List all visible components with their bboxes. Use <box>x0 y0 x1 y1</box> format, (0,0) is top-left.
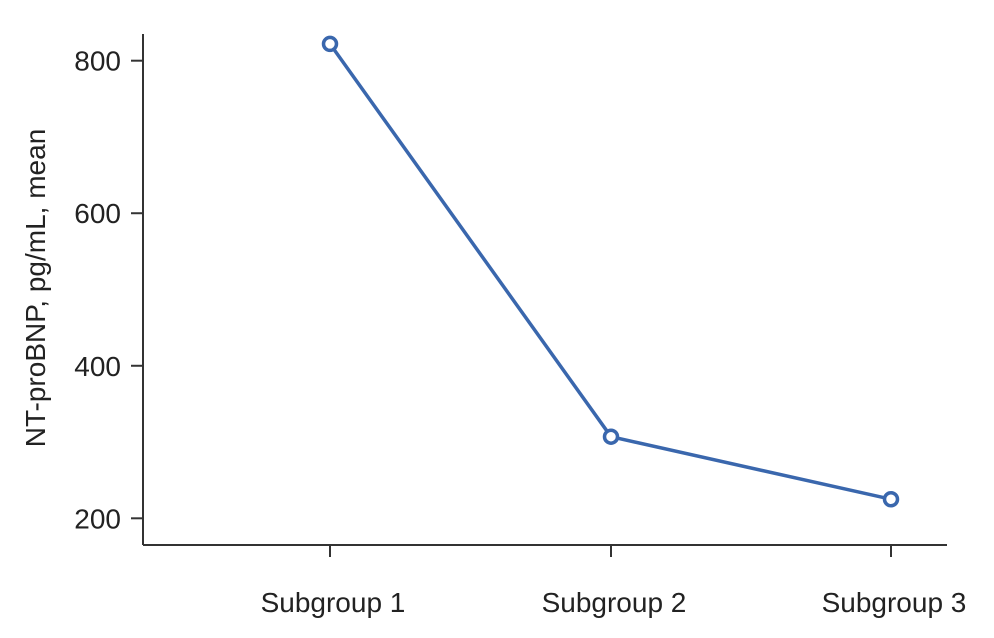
y-tick-label: 600 <box>74 198 121 229</box>
y-axis-title: NT-proBNP, pg/mL, mean <box>20 129 51 448</box>
y-tick-label: 400 <box>74 351 121 382</box>
x-ticks: Subgroup 1 Subgroup 2 Subgroup 3 <box>261 545 967 618</box>
y-tick-label: 800 <box>74 46 121 77</box>
x-tick-label: Subgroup 3 <box>822 587 967 618</box>
x-tick-label: Subgroup 2 <box>542 587 687 618</box>
data-point-1 <box>321 35 339 53</box>
x-tick-label: Subgroup 1 <box>261 587 406 618</box>
x-axis: Subgroup 1 Subgroup 2 Subgroup 3 <box>143 544 967 618</box>
data-point-2 <box>602 428 620 445</box>
y-tick-label: 200 <box>74 503 121 534</box>
y-axis: 200 400 600 800 <box>74 34 144 545</box>
series-layer <box>321 35 900 508</box>
y-ticks: 200 400 600 800 <box>74 46 143 534</box>
data-point-3 <box>882 490 900 508</box>
